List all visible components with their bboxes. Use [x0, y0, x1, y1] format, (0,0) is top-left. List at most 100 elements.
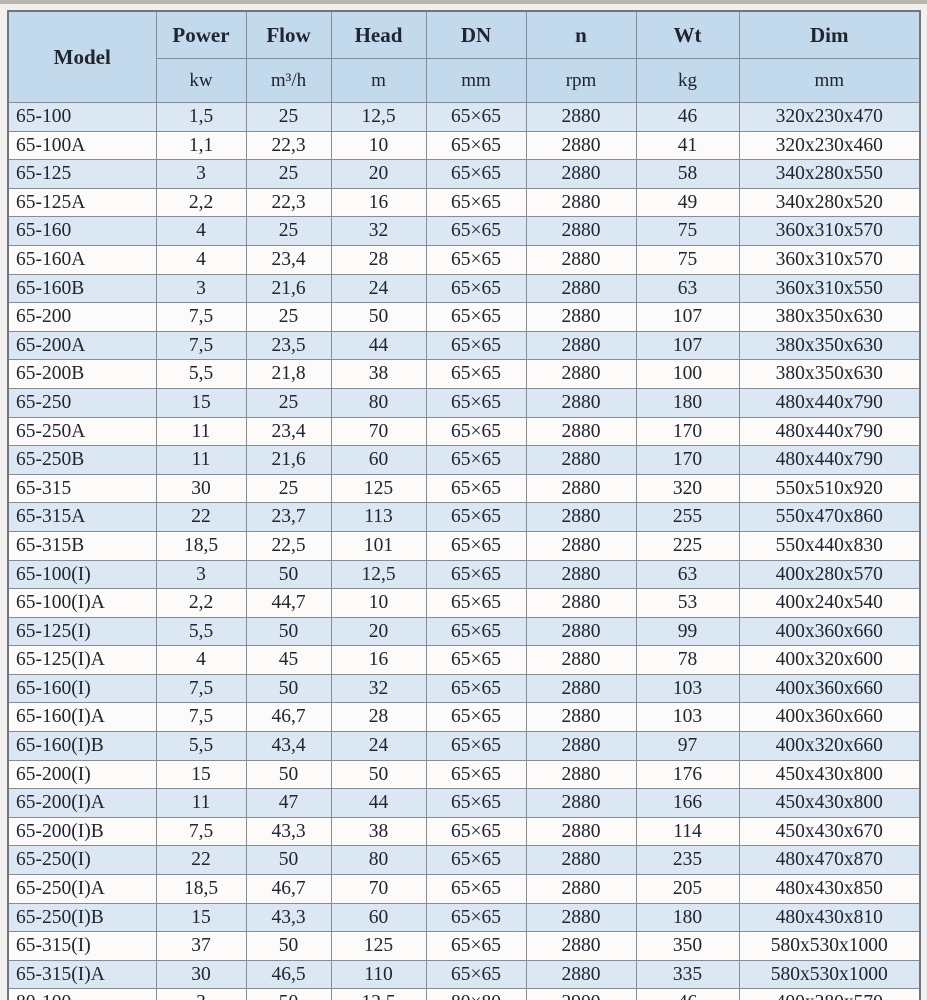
model-cell: 65-200B — [7, 359, 157, 389]
value-cell: 30 — [155, 473, 247, 504]
value-cell: 38 — [330, 816, 427, 847]
value-cell: 65×65 — [425, 902, 527, 933]
value-cell: 50 — [330, 759, 427, 790]
table-row: 65-315B 18,5 22,5 101 65×65 2880 225 550x440x83… — [7, 530, 921, 561]
value-cell: 400x320x600 — [738, 645, 921, 675]
value-cell: 11 — [155, 416, 247, 447]
value-cell: 4 — [155, 645, 247, 675]
model-cell: 65-160(I) — [7, 673, 157, 704]
value-cell: 21,6 — [245, 445, 332, 475]
value-cell: 65×65 — [425, 387, 527, 418]
value-cell: 400x360x660 — [738, 702, 921, 733]
value-cell: 2880 — [525, 845, 637, 876]
value-cell: 5,5 — [155, 731, 247, 761]
model-cell: 65-160 — [7, 216, 157, 246]
value-cell: 32 — [330, 216, 427, 246]
value-cell: 114 — [635, 816, 740, 847]
value-cell: 80 — [330, 387, 427, 418]
value-cell: 2900 — [525, 988, 637, 1000]
value-cell: 550x470x860 — [738, 502, 921, 532]
model-cell: 65-315(I)A — [7, 959, 157, 990]
model-cell: 65-200(I) — [7, 759, 157, 790]
value-cell: 450x430x800 — [738, 759, 921, 790]
table-row: 65-125(I) 5,5 50 20 65×65 2880 99 400x360x660 — [7, 616, 921, 647]
value-cell: 380x350x630 — [738, 302, 921, 332]
value-cell: 101 — [330, 530, 427, 561]
value-cell: 11 — [155, 445, 247, 475]
table-row: 65-250(I)B 15 43,3 60 65×65 2880 180 480x430x81… — [7, 902, 921, 933]
value-cell: 2880 — [525, 816, 637, 847]
value-cell: 2880 — [525, 931, 637, 961]
value-cell: 255 — [635, 502, 740, 532]
value-cell: 12,5 — [330, 988, 427, 1000]
value-cell: 23,4 — [245, 244, 332, 275]
value-cell: 44 — [330, 330, 427, 361]
value-cell: 107 — [635, 302, 740, 332]
value-cell: 2880 — [525, 302, 637, 332]
value-cell: 400x240x540 — [738, 588, 921, 618]
value-cell: 25 — [245, 302, 332, 332]
table-row: 65-125(I)A 4 45 16 65×65 2880 78 400x320x600 — [7, 645, 921, 675]
value-cell: 65×65 — [425, 159, 527, 189]
model-cell: 65-200A — [7, 330, 157, 361]
spec-table-body: 65-100 1,5 25 12,5 65×65 2880 46 320x230x470 65-… — [7, 102, 921, 1000]
value-cell: 7,5 — [155, 302, 247, 332]
value-cell: 65×65 — [425, 445, 527, 475]
value-cell: 400x360x660 — [738, 616, 921, 647]
value-cell: 180 — [635, 902, 740, 933]
model-cell: 65-250(I)B — [7, 902, 157, 933]
model-cell: 65-200 — [7, 302, 157, 332]
value-cell: 65×65 — [425, 845, 527, 876]
value-cell: 480x430x810 — [738, 902, 921, 933]
value-cell: 65×65 — [425, 559, 527, 590]
value-cell: 320 — [635, 473, 740, 504]
value-cell: 49 — [635, 187, 740, 218]
table-row: 65-100A 1,1 22,3 10 65×65 2880 41 320x230x460 — [7, 130, 921, 161]
value-cell: 2880 — [525, 416, 637, 447]
value-cell: 2880 — [525, 559, 637, 590]
model-cell: 65-250(I)A — [7, 874, 157, 904]
value-cell: 2880 — [525, 102, 637, 132]
value-cell: 2880 — [525, 731, 637, 761]
value-cell: 360x310x570 — [738, 216, 921, 246]
value-cell: 46,5 — [245, 959, 332, 990]
value-cell: 100 — [635, 359, 740, 389]
model-cell: 65-250(I) — [7, 845, 157, 876]
value-cell: 7,5 — [155, 702, 247, 733]
value-cell: 10 — [330, 588, 427, 618]
value-cell: 65×65 — [425, 187, 527, 218]
model-cell: 65-125(I) — [7, 616, 157, 647]
table-row: 65-160(I)B 5,5 43,4 24 65×65 2880 97 400x320x66… — [7, 731, 921, 761]
value-cell: 65×65 — [425, 473, 527, 504]
value-cell: 65×65 — [425, 816, 527, 847]
value-cell: 58 — [635, 159, 740, 189]
value-cell: 25 — [245, 102, 332, 132]
value-cell: 2880 — [525, 530, 637, 561]
value-cell: 110 — [330, 959, 427, 990]
value-cell: 65×65 — [425, 731, 527, 761]
table-row: 65-160A 4 23,4 28 65×65 2880 75 360x310x570 — [7, 244, 921, 275]
value-cell: 2880 — [525, 902, 637, 933]
value-cell: 43,4 — [245, 731, 332, 761]
value-cell: 2880 — [525, 244, 637, 275]
value-cell: 2880 — [525, 159, 637, 189]
value-cell: 50 — [245, 931, 332, 961]
value-cell: 43,3 — [245, 902, 332, 933]
value-cell: 22 — [155, 502, 247, 532]
value-cell: 2880 — [525, 673, 637, 704]
value-cell: 70 — [330, 416, 427, 447]
value-cell: 103 — [635, 673, 740, 704]
value-cell: 550x510x920 — [738, 473, 921, 504]
value-cell: 65×65 — [425, 874, 527, 904]
column-header-wt: Wt — [635, 10, 740, 59]
table-row: 65-200 7,5 25 50 65×65 2880 107 380x350x630 — [7, 302, 921, 332]
value-cell: 50 — [245, 616, 332, 647]
value-cell: 43,3 — [245, 816, 332, 847]
value-cell: 400x320x660 — [738, 731, 921, 761]
value-cell: 3 — [155, 988, 247, 1000]
value-cell: 335 — [635, 959, 740, 990]
value-cell: 20 — [330, 159, 427, 189]
value-cell: 38 — [330, 359, 427, 389]
value-cell: 46,7 — [245, 874, 332, 904]
